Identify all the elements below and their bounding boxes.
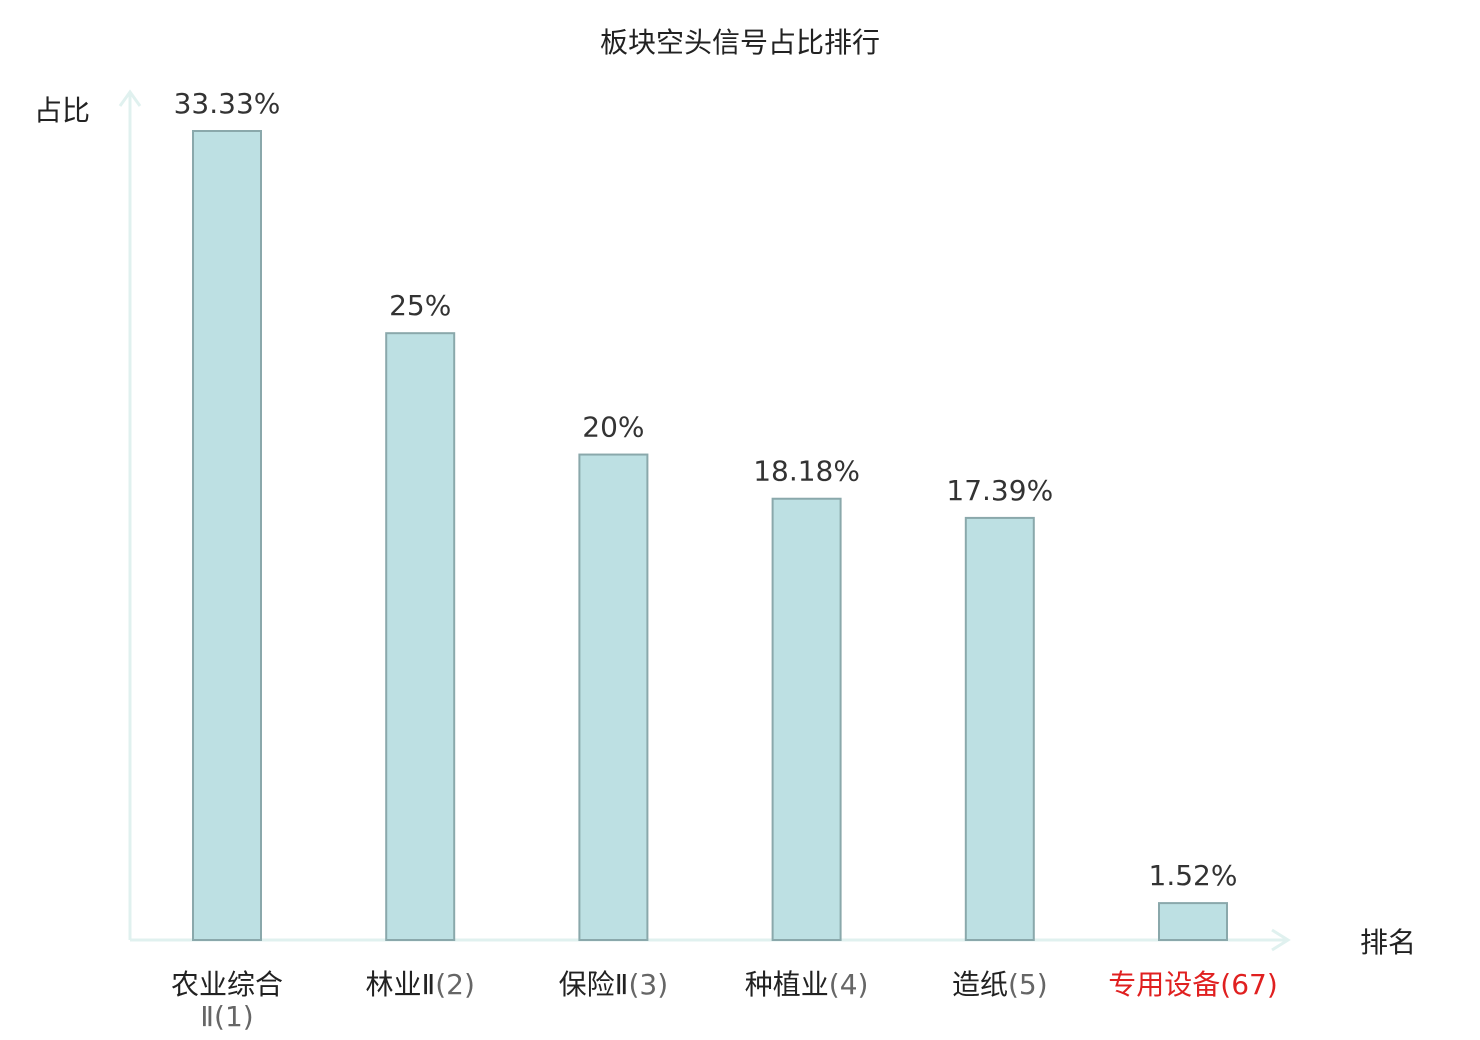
category-name: 保险Ⅱ bbox=[559, 968, 629, 1001]
bar-4 bbox=[771, 497, 842, 941]
category-label-3: 保险Ⅱ(3) bbox=[559, 968, 668, 1001]
y-axis-arrow bbox=[118, 89, 142, 107]
bars-group bbox=[192, 130, 1228, 941]
category-rank: (4) bbox=[829, 968, 869, 1001]
chart-title: 板块空头信号占比排行 bbox=[600, 26, 880, 59]
data-label-6: 1.52% bbox=[1149, 859, 1238, 892]
x-axis-arrow bbox=[1271, 928, 1291, 952]
category-labels-group: 农业综合 Ⅱ(1) 林业Ⅱ(2) 保险Ⅱ(3) 种植业(4) 造纸(5) 专用设备(67) bbox=[171, 968, 1278, 1033]
x-axis-title: 排名 bbox=[1360, 926, 1416, 959]
category-rank: (3) bbox=[628, 968, 668, 1001]
category-label-4: 种植业(4) bbox=[745, 968, 869, 1001]
category-name-tail: Ⅱ bbox=[200, 1000, 214, 1033]
data-label-5: 17.39% bbox=[946, 474, 1053, 507]
category-name: 专用设备 bbox=[1108, 968, 1220, 1001]
category-label-6: 专用设备(67) bbox=[1108, 968, 1278, 1001]
category-label-2: 林业Ⅱ(2) bbox=[365, 968, 474, 1001]
category-name: 林业Ⅱ bbox=[365, 968, 435, 1001]
axes bbox=[118, 89, 1291, 952]
data-label-4: 18.18% bbox=[753, 455, 860, 488]
bar-5 bbox=[964, 516, 1035, 941]
y-axis-title: 占比 bbox=[34, 94, 90, 127]
data-label-1: 33.33% bbox=[174, 87, 281, 120]
category-label-1: 农业综合 Ⅱ(1) bbox=[171, 968, 283, 1033]
category-name: 农业综合 bbox=[171, 968, 283, 1001]
bar-6 bbox=[1158, 902, 1228, 941]
value-labels-group: 33.33% 25% 20% 18.18% 17.39% 1.52% bbox=[174, 87, 1238, 892]
bar-1 bbox=[192, 130, 262, 941]
data-label-3: 20% bbox=[582, 411, 644, 444]
category-rank: (1) bbox=[214, 1000, 254, 1033]
category-name: 种植业 bbox=[745, 968, 829, 1001]
category-rank: (67) bbox=[1220, 968, 1277, 1001]
data-label-2: 25% bbox=[389, 289, 451, 322]
category-rank: (2) bbox=[435, 968, 475, 1001]
bar-3 bbox=[578, 453, 649, 941]
category-rank: (5) bbox=[1008, 968, 1048, 1001]
category-name: 造纸 bbox=[952, 968, 1008, 1001]
bar-2 bbox=[385, 332, 456, 941]
category-label-5: 造纸(5) bbox=[952, 968, 1048, 1001]
